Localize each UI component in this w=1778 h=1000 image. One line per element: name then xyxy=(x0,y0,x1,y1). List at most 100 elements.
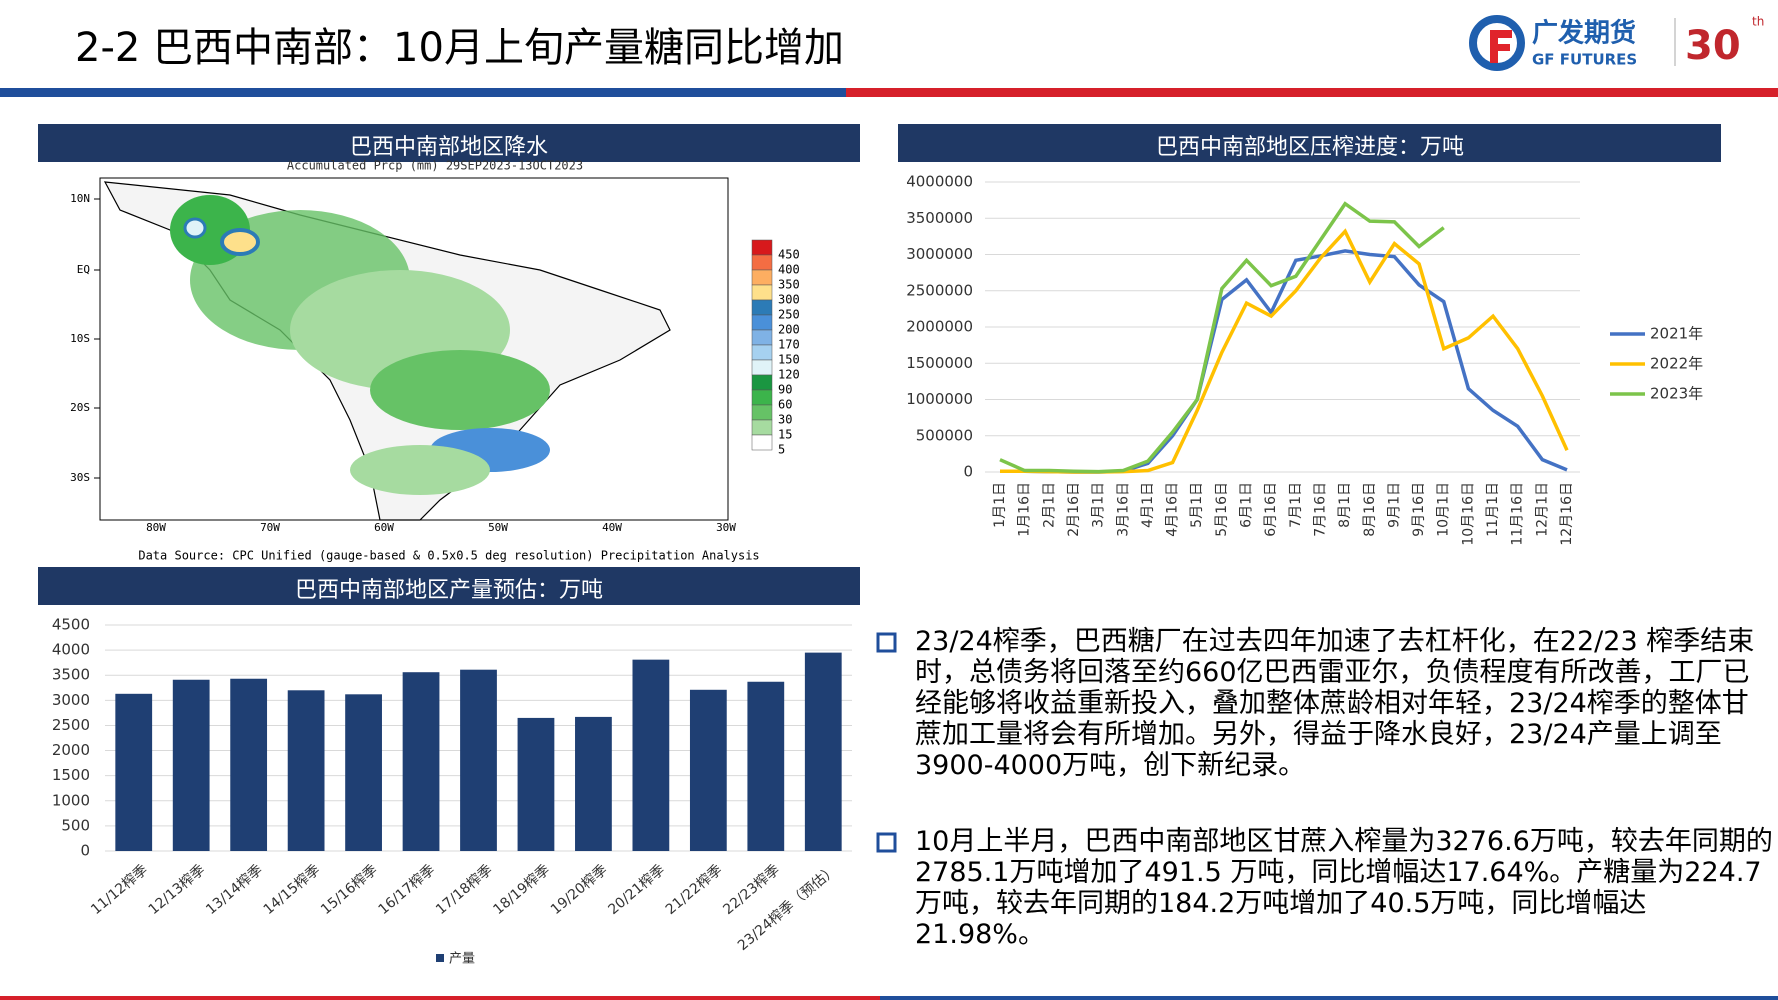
legend-swatch xyxy=(751,359,773,376)
bar xyxy=(804,652,842,851)
bar xyxy=(517,717,555,851)
legend-swatch xyxy=(436,954,444,962)
legend-swatch xyxy=(751,374,773,391)
x-tick-label: 3月16日 xyxy=(1115,482,1131,537)
bottom-bar-red xyxy=(0,996,880,1000)
x-tick-label: 17/18榨季 xyxy=(432,861,495,918)
legend-label: 5 xyxy=(778,443,785,457)
legend-swatch xyxy=(751,314,773,331)
map-subtitle: Accumulated Prcp (mm) 29SEP2023-13OCT202… xyxy=(287,159,583,173)
y-tick-label: 500 xyxy=(61,816,90,834)
lat-label: EQ xyxy=(77,263,90,276)
x-tick-label: 8月16日 xyxy=(1362,482,1378,537)
x-tick-label: 14/15榨季 xyxy=(260,861,323,918)
legend-label: 90 xyxy=(778,383,792,397)
bar xyxy=(345,694,382,851)
x-tick-label: 19/20榨季 xyxy=(547,861,610,918)
bar xyxy=(632,659,670,851)
x-tick-label: 21/22榨季 xyxy=(662,861,725,918)
x-tick-label: 6月1日 xyxy=(1239,482,1255,528)
bar xyxy=(575,716,612,851)
y-tick-label: 1500 xyxy=(52,766,90,784)
logo-30: 30 xyxy=(1685,23,1741,69)
logo-text: 广发期货 xyxy=(1532,18,1636,49)
panel-header xyxy=(38,124,860,162)
x-tick-label: 2月1日 xyxy=(1041,482,1057,528)
legend-label: 产量 xyxy=(449,952,475,967)
legend-swatch xyxy=(751,239,773,256)
lon-label: 70W xyxy=(260,521,280,534)
panel-title: 巴西中南部地区降水 xyxy=(350,135,548,160)
bar xyxy=(172,679,210,851)
x-tick-label: 10月16日 xyxy=(1460,482,1476,546)
legend-swatch xyxy=(751,329,773,346)
panel-title: 巴西中南部地区压榨进度：万吨 xyxy=(1156,135,1464,160)
legend-label: 250 xyxy=(778,308,800,322)
y-tick-label: 4000000 xyxy=(906,173,973,191)
panel-header xyxy=(898,124,1721,162)
y-tick-label: 0 xyxy=(80,842,90,860)
y-tick-label: 3000000 xyxy=(906,245,973,263)
top-bar-blue xyxy=(0,88,846,97)
legend-label: 2022年 xyxy=(1650,355,1703,373)
lat-label: 30S xyxy=(70,471,90,484)
logo-ring xyxy=(1469,15,1525,71)
legend-swatch xyxy=(751,404,773,421)
y-tick-label: 2000000 xyxy=(906,318,973,336)
lon-label: 50W xyxy=(488,521,508,534)
rain-area xyxy=(183,217,207,239)
lat-label: 20S xyxy=(70,401,90,414)
map xyxy=(99,177,729,521)
y-tick-label: 3500 xyxy=(52,666,90,684)
legend-label: 200 xyxy=(778,323,800,337)
legend-label: 300 xyxy=(778,293,800,307)
legend-label: 30 xyxy=(778,413,792,427)
bar xyxy=(747,681,785,851)
x-tick-label: 4月16日 xyxy=(1165,482,1181,537)
top-bar-red xyxy=(846,88,1778,97)
x-tick-label: 23/24榨季（预估） xyxy=(734,861,840,954)
x-tick-label: 11/12榨季 xyxy=(88,861,151,918)
bullet-text: 23/24榨季，巴西糖厂在过去四年加速了去杠杆化，在22/23 榨季结束时，总债… xyxy=(915,626,1755,781)
x-tick-label: 6月16日 xyxy=(1263,482,1279,537)
logo-f xyxy=(1490,30,1512,63)
panel-header xyxy=(38,567,860,605)
x-tick-label: 11月1日 xyxy=(1485,482,1501,537)
lon-label: 80W xyxy=(146,521,166,534)
y-tick-label: 3500000 xyxy=(906,209,973,227)
x-tick-label: 9月1日 xyxy=(1386,482,1402,528)
y-tick-label: 4000 xyxy=(52,641,90,659)
x-tick-label: 20/21榨季 xyxy=(605,861,668,918)
legend-label: 150 xyxy=(778,353,800,367)
x-tick-label: 7月16日 xyxy=(1312,482,1328,537)
lon-label: 40W xyxy=(602,521,622,534)
map-source: Data Source: CPC Unified (gauge-based & … xyxy=(138,549,759,563)
legend-swatch xyxy=(751,284,773,301)
bar xyxy=(460,669,497,851)
rain-area xyxy=(220,228,260,256)
x-tick-label: 3月1日 xyxy=(1091,482,1107,528)
lat-label: 10S xyxy=(70,332,90,345)
y-tick-label: 1000000 xyxy=(906,390,973,408)
legend-swatch xyxy=(751,254,773,271)
legend-label: 170 xyxy=(778,338,800,352)
lon-label: 30W xyxy=(716,521,736,534)
bar xyxy=(230,678,268,851)
y-tick-label: 2500 xyxy=(52,716,90,734)
lon-label: 60W xyxy=(374,521,394,534)
legend-label: 2023年 xyxy=(1650,385,1703,403)
rain-area xyxy=(350,445,490,495)
x-tick-label: 5月1日 xyxy=(1189,482,1205,528)
logo-en: GF FUTURES xyxy=(1532,51,1637,69)
x-tick-label: 2月16日 xyxy=(1066,482,1082,537)
bullet-icon xyxy=(876,632,897,653)
bar xyxy=(115,693,153,851)
y-tick-label: 2000 xyxy=(52,741,90,759)
x-tick-label: 8月1日 xyxy=(1337,482,1353,528)
x-tick-label: 7月1日 xyxy=(1288,482,1304,528)
bullet-icon xyxy=(876,832,897,853)
x-tick-label: 12月1日 xyxy=(1534,482,1550,537)
x-tick-label: 9月16日 xyxy=(1411,482,1427,537)
